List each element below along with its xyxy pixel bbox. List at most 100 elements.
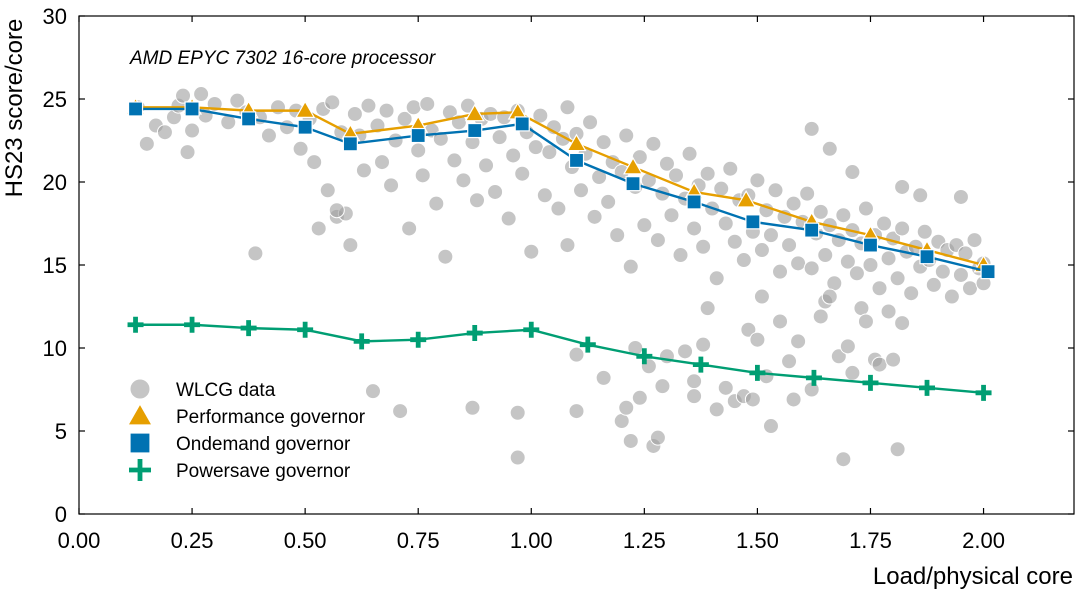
wlcg-data-point — [821, 140, 838, 157]
y-tick-label: 15 — [43, 253, 67, 278]
wlcg-data-point — [568, 403, 585, 420]
wlcg-data-point — [853, 300, 870, 317]
performance-governor-point — [464, 103, 485, 122]
wlcg-data-point — [636, 217, 653, 234]
legend: WLCG data Performance governor Ondemand go… — [126, 378, 366, 482]
performance-governor-line — [135, 106, 984, 267]
powersave-governor-line — [135, 323, 984, 395]
wlcg-data-point — [880, 303, 897, 320]
powersave-governor-point — [127, 316, 144, 333]
wlcg-data-point — [781, 353, 798, 370]
x-tick-label: 0.00 — [58, 528, 101, 553]
legend-performance-governor-marker — [126, 402, 154, 426]
wlcg-data-point — [889, 441, 906, 458]
wlcg-data-point — [857, 313, 874, 330]
ondemand-governor-line — [135, 107, 989, 273]
wlcg-data-point — [319, 182, 336, 199]
wlcg-data-point — [346, 105, 363, 122]
wlcg-data-point — [184, 122, 201, 139]
x-tick-label: 0.25 — [171, 528, 214, 553]
wlcg-data-point — [677, 343, 694, 360]
wlcg-data-point — [781, 237, 798, 254]
powersave-governor-point — [862, 374, 879, 391]
wlcg-data-point — [722, 160, 739, 177]
wlcg-data-point — [360, 97, 377, 114]
wlcg-data-point — [790, 255, 807, 272]
ondemand-governor-point — [625, 176, 641, 192]
powersave-governor-point — [692, 356, 709, 373]
wlcg-data-point — [270, 99, 286, 116]
wlcg-data-point — [464, 399, 481, 416]
wlcg-data-point — [342, 237, 359, 254]
legend-ondemand-governor-label: Ondemand governor — [176, 434, 351, 455]
wlcg-data-point — [649, 429, 666, 446]
wlcg-data-point — [622, 432, 639, 449]
wlcg-data-point — [541, 144, 558, 161]
wlcg-data-point — [455, 172, 472, 189]
wlcg-data-point — [401, 220, 418, 237]
y-tick-label: 10 — [43, 336, 67, 361]
wlcg-data-point — [961, 280, 978, 297]
ondemand-governor-point — [980, 264, 996, 280]
wlcg-data-point — [708, 401, 725, 418]
ondemand-governor-point — [514, 116, 530, 132]
powersave-governor-point — [805, 369, 822, 386]
wlcg-data-point — [428, 195, 445, 212]
wlcg-data-point — [672, 247, 689, 264]
wlcg-data-point — [952, 188, 969, 205]
wlcg-data-point — [839, 253, 856, 270]
wlcg-data-point — [903, 285, 920, 302]
x-tick-label: 1.00 — [510, 528, 553, 553]
wlcg-data-point — [505, 147, 522, 164]
ondemand-governor-point — [297, 119, 313, 135]
wlcg-data-point — [790, 333, 807, 350]
wlcg-data-point — [894, 315, 911, 332]
wlcg-data-point — [419, 95, 436, 112]
x-tick-label: 1.75 — [849, 528, 892, 553]
wlcg-data-point — [175, 87, 192, 104]
wlcg-data-point — [876, 215, 893, 232]
performance-governor-point — [736, 190, 757, 208]
wlcg-data-point — [871, 356, 888, 373]
wlcg-data-point — [582, 114, 599, 131]
y-axis-title: HS23 score/core — [1, 19, 28, 198]
ondemand-governor-point — [467, 122, 483, 139]
wlcg-data-point — [744, 391, 761, 408]
wlcg-data-point — [355, 162, 372, 179]
performance-governor-point — [566, 133, 587, 152]
wlcg-data-point — [559, 99, 576, 116]
wlcg-data-point — [844, 164, 861, 181]
wlcg-data-point — [559, 237, 576, 254]
wlcg-data-point — [753, 288, 770, 305]
y-tick-label: 25 — [43, 87, 67, 112]
wlcg-data-point — [799, 185, 816, 202]
wlcg-data-point — [387, 132, 404, 149]
wlcg-data-point — [772, 313, 789, 330]
y-tick-label: 0 — [55, 502, 67, 527]
wlcg-data-point — [699, 300, 716, 317]
wlcg-data-point — [437, 248, 454, 265]
wlcg-data-point — [260, 127, 277, 144]
x-tick-label: 2.00 — [962, 528, 1005, 553]
wlcg-data-point — [179, 144, 196, 161]
wlcg-data-point — [839, 338, 856, 355]
wlcg-data-point — [324, 94, 341, 111]
wlcg-data-point — [753, 242, 770, 259]
wlcg-data-point — [830, 348, 847, 365]
wlcg-data-point — [378, 102, 395, 119]
powersave-governor-point — [184, 316, 201, 333]
ondemand-governor-point — [686, 194, 702, 210]
powersave-governor-point — [749, 364, 766, 381]
wlcg-data-point — [523, 243, 540, 260]
performance-governor-point — [623, 156, 644, 175]
wlcg-data-point — [717, 215, 734, 232]
wlcg-data-point — [536, 187, 553, 204]
wlcg-data-point — [383, 177, 400, 194]
wlcg-data-point — [708, 270, 725, 287]
wlcg-data-point — [663, 207, 680, 224]
ondemand-governor-point — [568, 152, 585, 169]
ondemand-governor-point — [184, 101, 200, 117]
ondemand-governor-point — [804, 222, 820, 238]
powersave-governor-point — [297, 321, 314, 338]
wlcg-data-point — [568, 346, 585, 363]
